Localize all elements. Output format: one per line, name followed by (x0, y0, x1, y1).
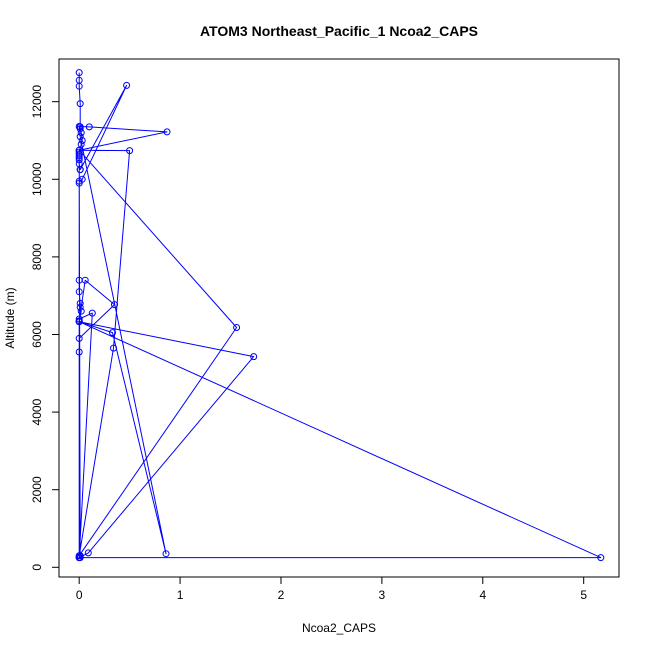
data-point (77, 129, 85, 137)
data-point (75, 315, 83, 323)
data-point (76, 133, 84, 141)
y-tick-label: 4000 (30, 398, 44, 425)
y-tick-label: 0 (30, 564, 44, 571)
data-point (233, 324, 241, 331)
data-point (75, 146, 83, 154)
y-tick-label: 12000 (30, 85, 44, 119)
data-point (109, 329, 116, 337)
y-tick-label: 2000 (30, 476, 44, 503)
data-point (75, 318, 83, 326)
data-point (78, 137, 86, 144)
data-point (75, 69, 83, 77)
y-tick-label: 10000 (30, 162, 44, 196)
x-axis: 0 1 2 3 4 5 (76, 576, 587, 602)
x-tick-label: 0 (76, 588, 83, 602)
data-point (75, 156, 83, 164)
data-point (85, 123, 93, 131)
data-point (75, 179, 83, 187)
data-point (75, 334, 83, 342)
data-point (110, 344, 117, 352)
data-point (163, 128, 171, 136)
data-point (250, 353, 258, 361)
data-point (75, 82, 83, 90)
data-point (75, 348, 83, 356)
data-point (84, 549, 92, 557)
series-line-layer (78, 72, 602, 559)
x-tick-label: 2 (278, 588, 285, 602)
x-axis-label: Ncoa2_CAPS (302, 621, 376, 635)
x-tick-label: 4 (479, 588, 486, 602)
data-point (76, 299, 84, 307)
data-point (162, 550, 170, 558)
data-point (76, 100, 84, 108)
data-point (77, 307, 85, 315)
series-line (78, 72, 602, 559)
data-point (75, 554, 83, 562)
data-point (597, 554, 605, 562)
data-point (76, 166, 84, 174)
data-point (123, 81, 131, 89)
x-tick-label: 3 (379, 588, 386, 602)
x-tick-label: 1 (177, 588, 184, 602)
data-point (111, 301, 118, 309)
data-point (75, 177, 83, 185)
y-tick-label: 8000 (30, 243, 44, 270)
x-tick-label: 5 (580, 588, 587, 602)
data-point (75, 123, 83, 130)
data-point (76, 303, 84, 311)
y-axis-label: Altitude (m) (3, 287, 17, 348)
data-point (81, 276, 89, 284)
y-tick-label: 6000 (30, 321, 44, 348)
data-point (88, 309, 96, 317)
points-layer (75, 69, 605, 562)
y-axis: 0 2000 4000 6000 8000 10000 12000 (30, 85, 60, 571)
chart-title: ATOM3 Northeast_Pacific_1 Ncoa2_CAPS (200, 23, 478, 39)
data-point (126, 147, 134, 155)
data-point (75, 288, 83, 296)
